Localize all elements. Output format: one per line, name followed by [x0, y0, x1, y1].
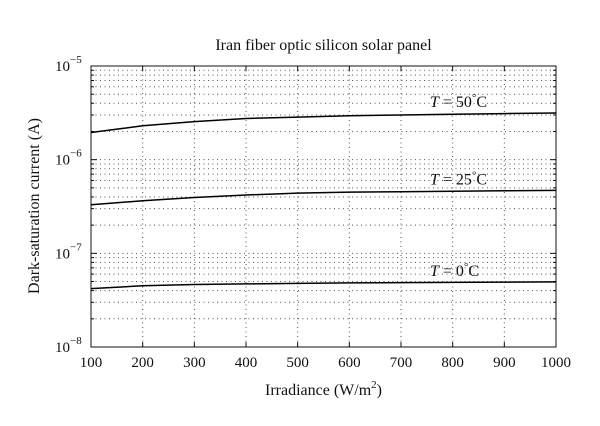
y-axis-label: Dark-saturation current (A) — [26, 118, 43, 294]
series-line — [90, 281, 557, 290]
x-tick-label: 500 — [286, 355, 309, 371]
x-tick-labels: 100 200 300 400 500 600 700 800 900 1000 — [80, 355, 571, 371]
x-tick-label: 200 — [131, 355, 154, 371]
x-tick-label: 300 — [183, 355, 206, 371]
series-line — [90, 189, 557, 206]
x-tick-label: 600 — [338, 355, 361, 371]
y-tick-label: 10−5 — [55, 54, 82, 75]
x-tick-label: 400 — [235, 355, 258, 371]
y-tick-labels: 10−8 10−7 10−6 10−5 — [55, 54, 82, 356]
x-axis-label-close: ) — [377, 382, 382, 399]
x-tick-label: 700 — [390, 355, 413, 371]
x-tick-label: 1000 — [541, 355, 571, 371]
series-layer — [90, 112, 557, 290]
series-label: T = 25°C — [430, 169, 487, 188]
series-labels: T = 50°C T = 25°C T = 0°C — [430, 92, 487, 280]
series-line — [90, 112, 557, 134]
plot-frame — [90, 65, 557, 348]
x-tick-label: 100 — [80, 355, 103, 371]
x-tick-label: 800 — [441, 355, 464, 371]
x-tick-label: 900 — [493, 355, 516, 371]
x-axis-label-text: Irradiance (W/m — [265, 382, 372, 399]
tick-layer — [90, 65, 557, 348]
y-tick-label: 10−8 — [55, 335, 82, 356]
chart-title: Iran fiber optic silicon solar panel — [215, 37, 432, 54]
series-label: T = 50°C — [430, 92, 487, 111]
series-label: T = 0°C — [430, 261, 479, 280]
y-tick-label: 10−7 — [55, 241, 82, 262]
x-axis-label: Irradiance (W/m2) — [265, 379, 382, 399]
y-tick-label: 10−6 — [55, 148, 82, 169]
x-axis-label-sup: 2 — [371, 379, 377, 391]
